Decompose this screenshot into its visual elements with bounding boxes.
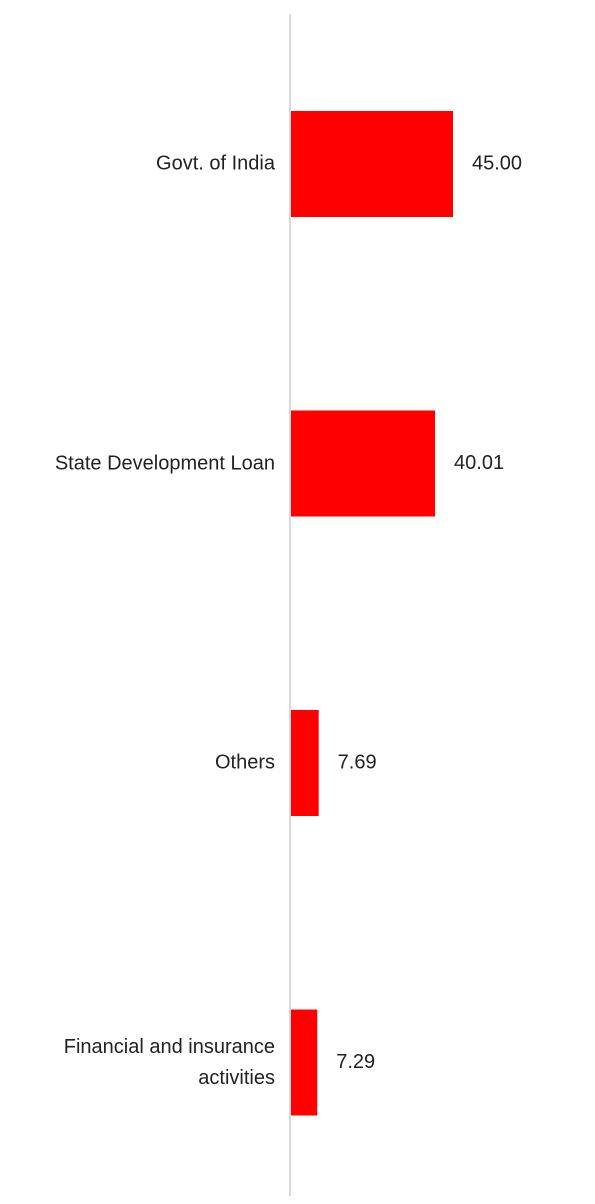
bar: [291, 710, 319, 816]
category-label: Financial and insurance activities: [63, 1035, 275, 1089]
category-label: State Development Loan: [54, 452, 275, 474]
value-label: 7.69: [338, 751, 377, 773]
category-label: Govt. of India: [156, 152, 275, 175]
bar: [291, 1009, 318, 1116]
value-label: 40.01: [454, 452, 504, 474]
bar: [291, 410, 436, 517]
value-label: 7.29: [336, 1051, 375, 1073]
bar: [291, 111, 453, 217]
category-label: Others: [214, 751, 275, 774]
value-label: 45.00: [472, 152, 522, 174]
